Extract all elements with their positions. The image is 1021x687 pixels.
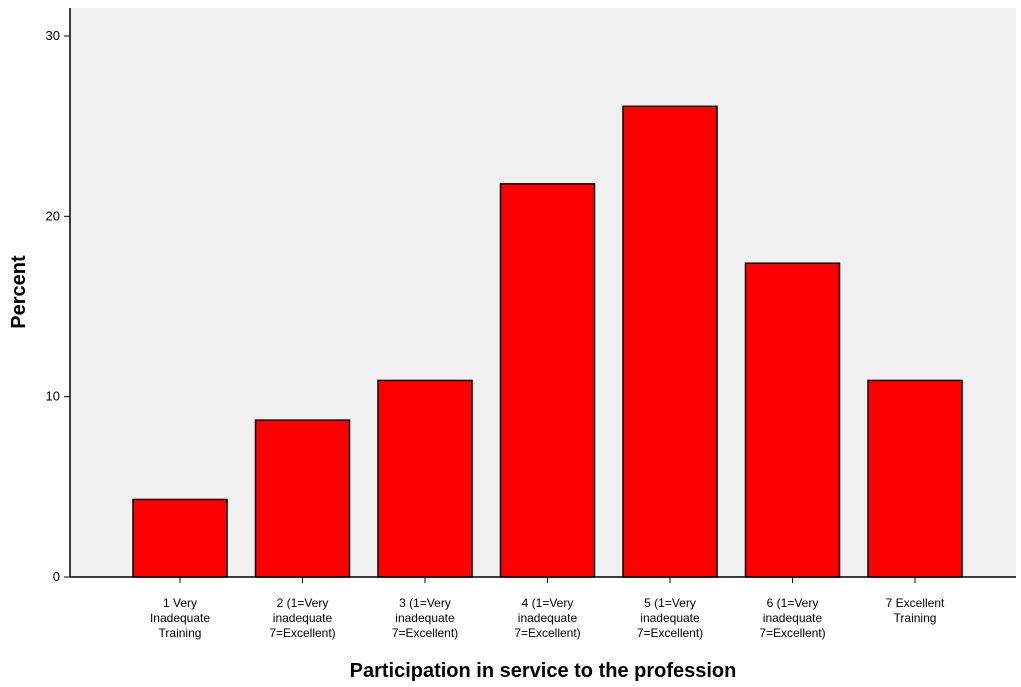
y-tick-label: 10: [46, 389, 60, 404]
y-tick-label: 20: [46, 208, 60, 223]
x-category-label-line: inadequate: [395, 611, 455, 625]
bar: [499, 183, 596, 578]
x-category-label: 7 Excellent Training: [886, 596, 945, 625]
bar: [254, 419, 351, 578]
x-category-label: 2 (1=Very inadequate 7=Excellent): [269, 596, 335, 640]
x-category-label: 5 (1=Very inadequate 7=Excellent): [637, 596, 703, 640]
bar: [377, 379, 473, 578]
x-category-label: 1 Very Inadequate Training: [150, 596, 210, 640]
x-category-label-line: 7 Excellent: [886, 596, 945, 610]
bar: [622, 105, 718, 578]
x-category-label-line: 7=Excellent): [514, 626, 580, 640]
bar: [132, 498, 228, 578]
x-category-label-line: 7=Excellent): [269, 626, 335, 640]
bar: [867, 379, 963, 578]
x-category-label-line: inadequate: [763, 611, 823, 625]
x-category-label: 6 (1=Very inadequate 7=Excellent): [759, 596, 825, 640]
x-category-label-line: 5 (1=Very: [644, 596, 696, 610]
y-tick-label: 30: [46, 28, 60, 43]
x-category-label-line: Training: [159, 626, 202, 640]
x-category-label-line: 4 (1=Very: [522, 596, 574, 610]
y-axis-ticks: 0 10 20 30: [46, 28, 70, 584]
x-category-label-line: Training: [894, 611, 937, 625]
x-category-label-line: inadequate: [518, 611, 578, 625]
x-category-label: 4 (1=Very inadequate 7=Excellent): [514, 596, 580, 640]
x-category-label: 3 (1=Very inadequate 7=Excellent): [392, 596, 458, 640]
x-category-label-line: inadequate: [640, 611, 700, 625]
x-category-label-line: Inadequate: [150, 611, 210, 625]
x-category-label-line: 2 (1=Very: [277, 596, 329, 610]
x-category-label-line: inadequate: [273, 611, 333, 625]
bar: [744, 262, 841, 578]
bars: [132, 105, 963, 578]
x-category-label-line: 3 (1=Very: [399, 596, 451, 610]
x-category-label-line: 7=Excellent): [759, 626, 825, 640]
x-category-label-line: 6 (1=Very: [767, 596, 819, 610]
x-axis-title: Participation in service to the professi…: [350, 660, 737, 682]
x-category-label-line: 7=Excellent): [637, 626, 703, 640]
x-category-label-line: 1 Very: [163, 596, 197, 610]
y-axis-title: Percent: [8, 255, 30, 329]
x-category-label-line: 7=Excellent): [392, 626, 458, 640]
y-tick-label: 0: [53, 569, 60, 584]
